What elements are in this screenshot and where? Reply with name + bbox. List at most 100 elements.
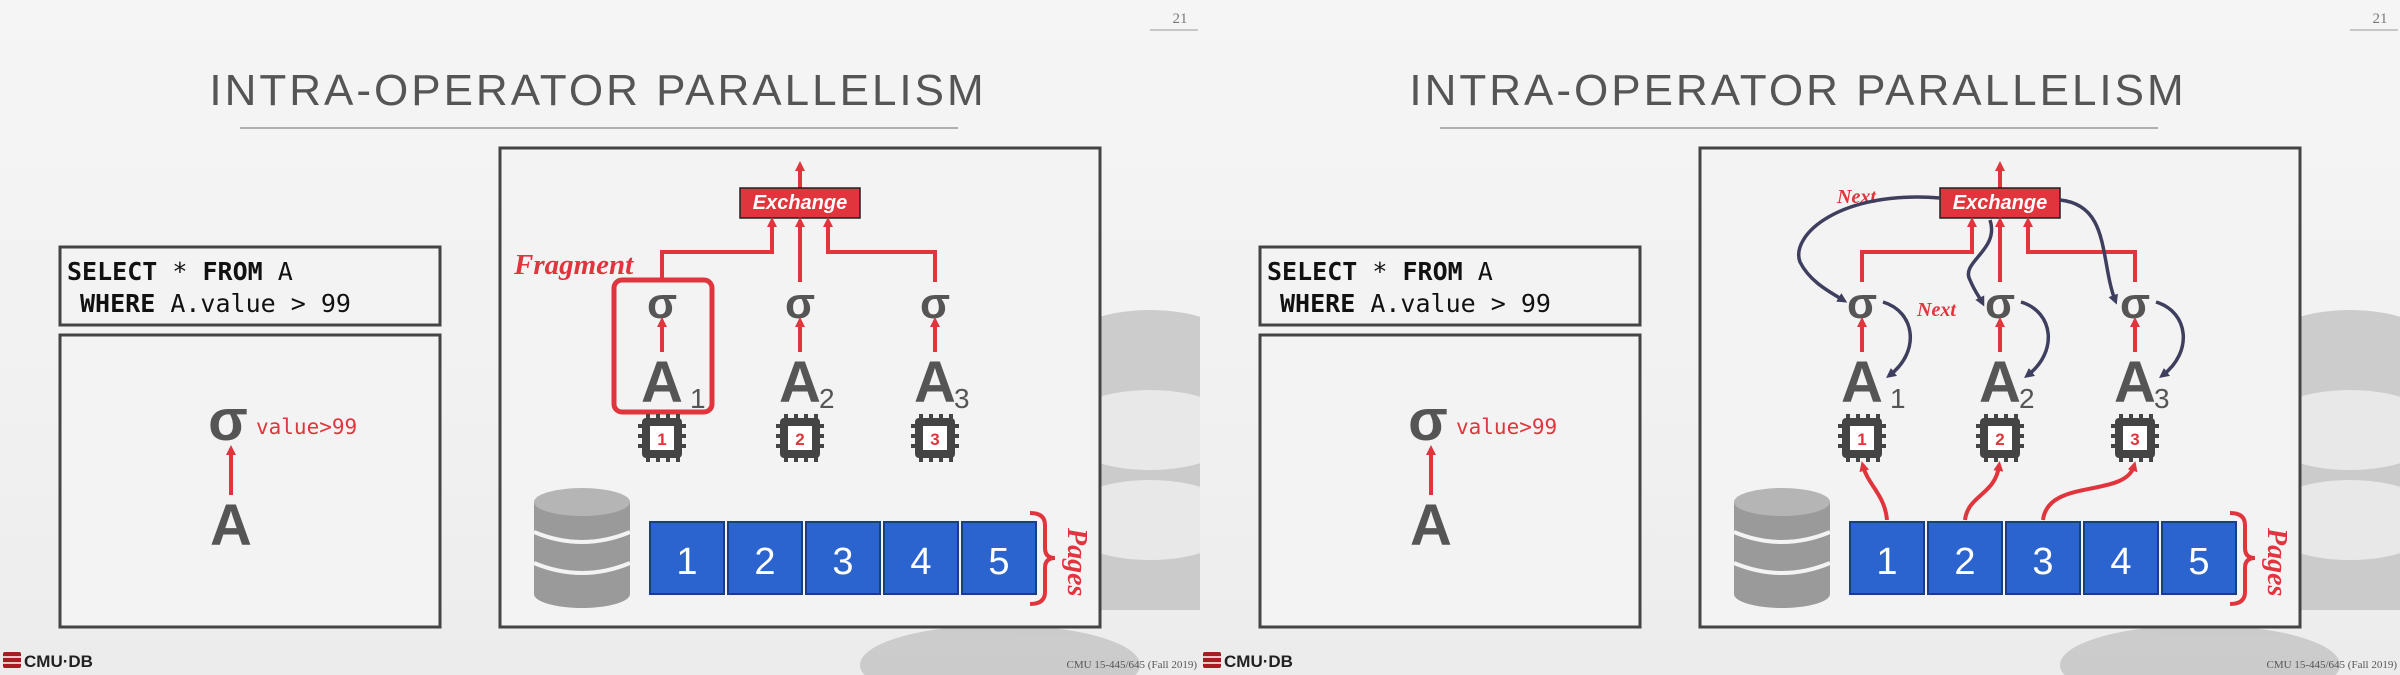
plan-table: A <box>210 493 252 558</box>
link-worker3-exchange <box>823 217 937 282</box>
footer-course: CMU 15-445/645 (Fall 2019) <box>1067 659 1198 671</box>
page-number: 21 <box>1173 11 1188 27</box>
page-5-label: 5 <box>988 541 1009 583</box>
slide-right: 21 INTRA-OPERATOR PARALLELISM SELECT * F… <box>1200 0 2400 675</box>
sql-star: * <box>1357 257 1402 286</box>
worker-3-core: 3 <box>930 430 939 449</box>
cpu-icon <box>638 414 686 462</box>
page2-to-core2-arrow <box>1963 461 2004 521</box>
plan-predicate: value>99 <box>256 415 357 439</box>
page-2: 2 <box>727 521 803 595</box>
sql-keyword-where: WHERE <box>80 289 155 318</box>
worker-2-table: A <box>1979 350 2021 415</box>
next-call-worker3-table <box>2155 300 2186 379</box>
database-icon <box>533 488 631 608</box>
page-4: 4 <box>883 521 959 595</box>
sql-keyword-select: SELECT <box>67 257 157 286</box>
sql-box <box>1258 245 1642 327</box>
pages-label: Pages <box>1061 527 1092 597</box>
worker-2: σ A 2 2 <box>776 279 835 462</box>
worker-2-table: A <box>779 350 821 415</box>
sql-query-line-2: WHERE A.value > 99 <box>1280 289 1551 318</box>
fragment-box <box>611 277 715 415</box>
page-2-label: 2 <box>754 541 775 583</box>
page-1-label: 1 <box>1876 541 1897 583</box>
plan-box <box>1258 333 1642 629</box>
worker-1-subscript: 1 <box>1890 383 1906 414</box>
plan-table: A <box>1410 493 1452 558</box>
worker-2-subscript: 2 <box>819 383 835 414</box>
worker-2-sigma: σ <box>785 279 815 328</box>
sql-keyword-from: FROM <box>202 257 262 286</box>
page-3: 3 <box>805 521 881 595</box>
page-3-label: 3 <box>2032 541 2053 583</box>
cpu-icon <box>911 414 959 462</box>
page-3: 3 <box>2005 521 2081 595</box>
sql-box <box>58 245 442 327</box>
exchange-box <box>739 187 861 219</box>
next-label-middle: Next <box>1916 299 1957 321</box>
link-worker1-exchange <box>1860 217 1977 282</box>
worker-1-core: 1 <box>1857 430 1866 449</box>
sql-keyword-from: FROM <box>1402 257 1462 286</box>
worker-3-table: A <box>914 350 956 415</box>
page-5: 5 <box>2161 521 2237 595</box>
cpu-icon <box>2111 414 2159 462</box>
worker-2-core: 2 <box>1995 430 2004 449</box>
worker-2-subscript: 2 <box>2019 383 2035 414</box>
next-call-worker1-table <box>1882 300 1913 379</box>
link-worker1-exchange <box>660 217 777 282</box>
worker-3-subscript: 3 <box>2154 383 2170 414</box>
plan-predicate: value>99 <box>1456 415 1557 439</box>
worker-3-sigma: σ <box>920 279 950 328</box>
next-call-exchange-worker1 <box>1797 195 1941 303</box>
slide-left-canvas: 21 INTRA-OPERATOR PARALLELISM SELECT * F… <box>3 11 1200 675</box>
slide-right-canvas: 21 INTRA-OPERATOR PARALLELISM SELECT * F… <box>1203 11 2400 675</box>
pages-brace <box>2229 511 2256 606</box>
page-number: 21 <box>2373 11 2388 27</box>
page-4: 4 <box>2083 521 2159 595</box>
pages-label: Pages <box>2261 527 2292 597</box>
page-4-label: 4 <box>2110 541 2131 583</box>
page-5-label: 5 <box>2188 541 2209 583</box>
worker-2: σ A 2 2 <box>1976 279 2035 462</box>
sql-query-line-2: WHERE A.value > 99 <box>80 289 351 318</box>
page-4-label: 4 <box>910 541 931 583</box>
page-2: 2 <box>1927 521 2003 595</box>
worker-1: σ A 1 1 <box>638 279 706 462</box>
worker-1-table: A <box>641 350 683 415</box>
sql-predicate: A.value > 99 <box>1355 289 1551 318</box>
worker-2-core: 2 <box>795 430 804 449</box>
sql-table: A <box>1463 257 1493 286</box>
database-icon <box>1733 488 1831 608</box>
link-worker3-exchange <box>2023 217 2137 282</box>
page-1-label: 1 <box>676 541 697 583</box>
plan-box <box>58 333 442 629</box>
slide-left: 21 INTRA-OPERATOR PARALLELISM SELECT * F… <box>0 0 1200 675</box>
sql-keyword-select: SELECT <box>1267 257 1357 286</box>
plan-sigma: σ <box>1408 388 1448 453</box>
slide-title: INTRA-OPERATOR PARALLELISM <box>209 66 986 115</box>
page-1: 1 <box>649 521 725 595</box>
plan-sigma: σ <box>208 388 248 453</box>
worker-1: σ A 1 1 <box>1838 279 1906 462</box>
worker-1-table: A <box>1841 350 1883 415</box>
worker-1-subscript: 1 <box>690 383 706 414</box>
fragment-label: Fragment <box>513 249 634 281</box>
next-call-worker2-table <box>2020 300 2051 379</box>
slide-title: INTRA-OPERATOR PARALLELISM <box>1409 66 2186 115</box>
exchange-box <box>1939 187 2061 219</box>
cmu-db-logo-icon <box>1203 652 1221 668</box>
cpu-icon <box>776 414 824 462</box>
next-call-exchange-worker2 <box>1966 219 1994 307</box>
page1-to-core1-arrow <box>1859 461 1889 521</box>
footer-course: CMU 15-445/645 (Fall 2019) <box>2267 659 2398 671</box>
worker-1-sigma: σ <box>647 279 677 328</box>
footer-logo: CMU·DB <box>1203 652 1293 671</box>
exchange-label: Exchange <box>753 192 847 214</box>
worker-3-table: A <box>2114 350 2156 415</box>
page-2-label: 2 <box>1954 541 1975 583</box>
worker-1-sigma: σ <box>1847 279 1877 328</box>
sql-query-line-1: SELECT * FROM A <box>67 257 293 286</box>
worker-3-sigma: σ <box>2120 279 2150 328</box>
